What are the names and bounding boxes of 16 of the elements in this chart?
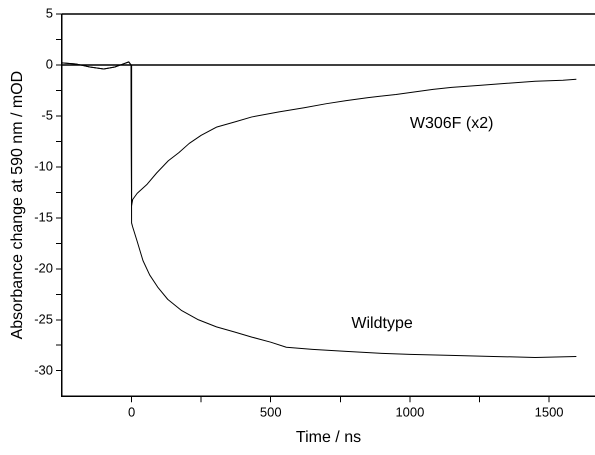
- series-label: Wildtype: [351, 314, 413, 332]
- y-tick-label: -10: [34, 158, 53, 174]
- y-tick-label: -25: [34, 311, 53, 326]
- x-axis-title: Time / ns: [296, 428, 362, 446]
- y-tick-label: -20: [34, 260, 53, 276]
- y-tick-label: -15: [34, 209, 53, 224]
- y-axis-title: Absorbance change at 590 nm / mOD: [9, 70, 26, 340]
- series-label: W306F (x2): [410, 114, 494, 132]
- y-tick-label: -5: [41, 108, 53, 122]
- x-tick-label: 1500: [534, 404, 564, 420]
- y-tick-label: -30: [34, 362, 53, 378]
- y-tick-label: 0: [46, 56, 53, 72]
- y-tick-label: 5: [46, 6, 53, 21]
- x-tick-label: 0: [128, 404, 136, 420]
- x-tick-label: 1000: [395, 404, 424, 420]
- x-tick-label: 500: [260, 404, 282, 420]
